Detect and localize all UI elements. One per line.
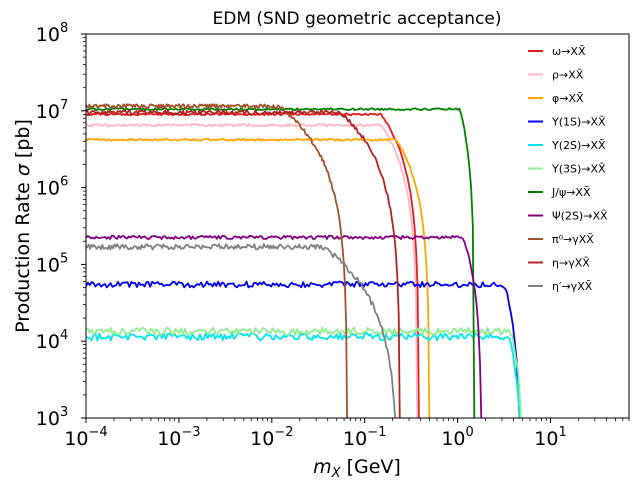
- y-tick-label-exp: 5: [60, 251, 68, 266]
- y-tick-label-base: 10: [36, 408, 60, 430]
- y-axis-label-symbol: σ: [12, 163, 34, 176]
- series-line-3: [86, 280, 521, 418]
- y-tick-label-base: 10: [36, 331, 60, 353]
- x-tick-label-exp: −1: [367, 425, 386, 440]
- y-tick-label-exp: 4: [60, 328, 68, 343]
- legend-label-5: Υ(3S)→XX̄: [551, 162, 606, 175]
- x-tick-label-4: 100: [441, 425, 473, 450]
- series-line-5: [86, 326, 522, 418]
- x-axis-label-subscript: X: [331, 466, 342, 481]
- y-tick-label-0: 103: [36, 405, 68, 430]
- y-tick-label-4: 107: [36, 98, 68, 123]
- legend-label-1: ρ→XX̄: [552, 68, 584, 81]
- plot-frame: [85, 33, 630, 419]
- x-tick-label-exp: −2: [274, 425, 293, 440]
- legend-label-10: η′→γXX̄: [552, 280, 593, 293]
- legend-label-3: Υ(1S)→XX̄: [551, 115, 606, 128]
- x-tick-label-base: 10: [441, 428, 465, 450]
- legend-label-6: J/ψ→XX̄: [551, 186, 591, 199]
- legend-label-4: Υ(2S)→XX̄: [551, 139, 606, 152]
- x-tick-label-exp: −4: [89, 425, 108, 440]
- y-tick-label-5: 108: [36, 21, 68, 46]
- x-tick-label-base: 10: [64, 428, 88, 450]
- y-tick-label-exp: 8: [60, 21, 68, 36]
- chart-title: EDM (SND geometric acceptance): [213, 9, 502, 29]
- y-tick-label-base: 10: [36, 178, 60, 200]
- legend-label-7: Ψ(2S)→XX̄: [552, 209, 608, 222]
- series-line-8: [86, 103, 348, 418]
- y-tick-label-base: 10: [36, 101, 60, 123]
- y-tick-label-exp: 7: [60, 98, 68, 113]
- x-tick-label-exp: 1: [558, 425, 566, 440]
- series-line-2: [86, 137, 431, 418]
- series-line-9: [86, 109, 401, 418]
- x-axis-label-symbol: m: [313, 456, 332, 478]
- y-tick-label-base: 10: [36, 24, 60, 46]
- x-tick-label-base: 10: [157, 428, 181, 450]
- x-tick-label-exp: −3: [181, 425, 200, 440]
- series-line-1: [86, 123, 419, 418]
- x-tick-label-base: 10: [343, 428, 367, 450]
- series-layer: [86, 103, 522, 418]
- legend-label-9: η→γXX̄: [552, 256, 590, 269]
- legend-label-0: ω→XX̄: [552, 45, 586, 58]
- x-tick-label-exp: 0: [466, 425, 474, 440]
- legend-label-8: π⁰→γXX̄: [552, 233, 594, 246]
- y-tick-label-3: 106: [36, 175, 68, 200]
- y-tick-label-2: 105: [36, 251, 68, 276]
- x-tick-label-2: 10−2: [250, 425, 293, 450]
- x-tick-label-0: 10−4: [64, 425, 107, 450]
- y-tick-label-1: 104: [36, 328, 68, 353]
- series-line-4: [86, 332, 521, 418]
- series-line-6: [86, 107, 476, 418]
- x-tick-label-3: 10−1: [343, 425, 386, 450]
- x-tick-label-base: 10: [534, 428, 558, 450]
- x-tick-label-base: 10: [250, 428, 274, 450]
- x-tick-label-1: 10−3: [157, 425, 200, 450]
- series-line-10: [86, 243, 397, 418]
- x-axis-label-unit: [GeV]: [341, 456, 401, 478]
- legend: ω→XX̄ ρ→XX̄ φ→XX̄ Υ(1S)→XX̄ Υ(2S)→XX̄ Υ(3S)→X…: [528, 45, 608, 293]
- y-tick-label-exp: 3: [60, 405, 68, 420]
- series-line-7: [86, 234, 483, 418]
- series-line-0: [86, 112, 420, 418]
- x-tick-label-5: 101: [534, 425, 566, 450]
- y-axis-label: Production Rate σ [pb]: [12, 119, 34, 333]
- y-tick-label-exp: 6: [60, 175, 68, 190]
- y-axis-label-text: Production Rate: [12, 176, 34, 333]
- y-axis-label-unit: [pb]: [12, 119, 34, 164]
- y-tick-label-base: 10: [36, 254, 60, 276]
- x-axis-label: mX [GeV]: [313, 456, 401, 481]
- legend-label-2: φ→XX̄: [552, 92, 584, 105]
